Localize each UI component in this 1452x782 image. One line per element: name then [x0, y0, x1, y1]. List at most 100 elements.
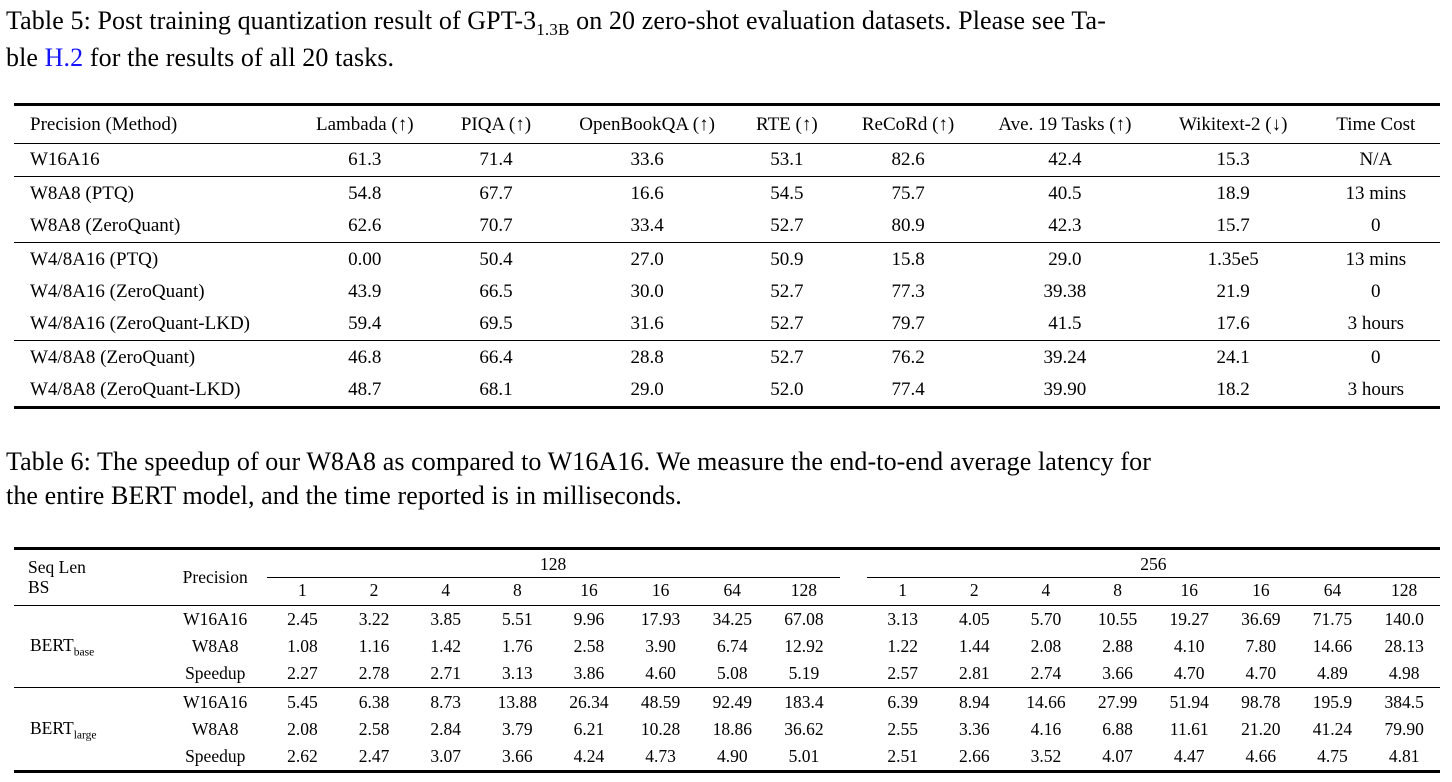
value-cell: 66.5	[479, 281, 513, 303]
table-row: W8A8 (ZeroQuant) 62.6 70.7 33.4 52.7 80.9 42.3…	[14, 210, 1440, 243]
value-cell: 50.4	[430, 242, 562, 277]
value-cell: 0	[1371, 281, 1381, 303]
value-cell: 42.4	[1048, 149, 1082, 171]
latency-cell: 3.66	[502, 745, 533, 766]
latency-cell: 2.71	[430, 662, 461, 683]
latency-cell: 6.74	[716, 635, 748, 656]
latency-cell: 79.90	[1384, 718, 1424, 739]
value-cell: 30.0	[630, 281, 664, 303]
latency-cell: 1.44	[958, 635, 990, 656]
value-cell: 42.3	[1048, 215, 1082, 237]
latency-cell: 183.4	[768, 686, 840, 716]
value-cell: 80.9	[891, 215, 925, 237]
latency-cell: 1.42	[430, 635, 461, 656]
value-cell: 18.9	[1154, 176, 1312, 211]
latency-cell: 4.05	[958, 608, 990, 629]
latency-cell: 67.08	[784, 608, 824, 629]
value-cell: 1.35e5	[1154, 242, 1312, 277]
method-cell: W4/8A16 (ZeroQuant-LKD)	[30, 313, 251, 335]
batch-size-header: 16	[553, 577, 625, 606]
column-header: Time Cost	[1311, 104, 1440, 145]
latency-cell: 19.27	[1169, 608, 1209, 629]
precision-cell: W8A8	[191, 718, 239, 739]
table-h2-reference-link[interactable]: H.2	[44, 43, 84, 73]
value-cell: 66.4	[430, 340, 562, 375]
value-cell: 52.0	[770, 379, 804, 401]
caption-text: the entire BERT model, and the time repo…	[6, 481, 682, 511]
value-cell: 71.4	[479, 149, 513, 171]
batch-size-header: 16	[1153, 577, 1226, 606]
table5-quantization-results: Precision (Method) Lambada (↑) PIQA (↑) Ope…	[14, 103, 1440, 410]
table5-head: Precision (Method) Lambada (↑) PIQA (↑) Ope…	[14, 104, 1440, 145]
column-header: PIQA (↑)	[430, 104, 562, 145]
latency-cell: 6.88	[1102, 718, 1133, 739]
latency-cell: 6.38	[338, 686, 410, 716]
latency-cell: 4.24	[573, 745, 605, 766]
model-name: BERT	[30, 717, 74, 738]
latency-cell: 10.55	[1097, 608, 1138, 629]
value-cell: 52.7	[732, 340, 842, 375]
batch-size-header: 1	[866, 577, 939, 606]
column-spacer	[839, 548, 867, 606]
latency-cell: 2.08	[287, 718, 318, 739]
latency-cell: 4.07	[1102, 745, 1133, 766]
latency-cell: 4.66	[1245, 745, 1277, 766]
batch-size-header: 4	[409, 577, 482, 606]
latency-cell: 4.10	[1173, 635, 1205, 656]
table-row: W4/8A16 (ZeroQuant-LKD) 59.4 69.5 31.6 52.7 7…	[14, 308, 1440, 341]
latency-cell: 2.45	[287, 608, 318, 629]
value-cell: 76.2	[841, 340, 976, 375]
latency-cell: 2.88	[1102, 635, 1133, 656]
latency-cell: 2.51	[887, 745, 918, 766]
latency-cell: 2.27	[287, 662, 318, 683]
latency-cell: 2.84	[430, 718, 461, 739]
latency-cell: 98.78	[1225, 686, 1297, 716]
latency-cell: 5.08	[716, 662, 748, 683]
latency-cell: 28.13	[1384, 635, 1424, 656]
latency-cell: 3.22	[358, 608, 390, 629]
batch-size-header: 16	[1225, 577, 1297, 606]
seqlen-256-group-header: 256	[866, 548, 1440, 578]
column-header: Precision (Method)	[14, 104, 300, 145]
latency-cell: 3.66	[1102, 662, 1133, 683]
latency-cell: 2.57	[887, 662, 918, 683]
table6-head: Seq Len BS Precision 128 256 1 2 4 8 16 16 64 1…	[14, 548, 1440, 606]
column-spacer	[839, 686, 867, 716]
latency-cell: 3.36	[958, 718, 990, 739]
caption-text: Table 6: The speedup of our W8A8 as comp…	[6, 447, 1151, 477]
table6-body: BERTbase W16A16 2.45 3.22 3.85 5.51 9.96 17.93 3…	[14, 605, 1440, 772]
latency-cell: 5.19	[788, 662, 820, 683]
table5-header-row: Precision (Method) Lambada (↑) PIQA (↑) Ope…	[14, 104, 1440, 145]
batch-size-header: 64	[696, 577, 769, 606]
column-header: OpenBookQA (↑)	[561, 104, 733, 145]
latency-cell: 1.16	[358, 635, 390, 656]
latency-cell: 17.93	[640, 608, 681, 629]
latency-cell: 8.73	[409, 686, 482, 716]
latency-cell: 36.62	[784, 718, 824, 739]
latency-cell: 5.70	[1030, 608, 1062, 629]
latency-cell: 2.78	[358, 662, 390, 683]
seqlen-128-group-header: 128	[266, 548, 840, 578]
bs-label: BS	[28, 577, 50, 598]
latency-cell: 4.90	[716, 745, 748, 766]
latency-cell: 2.66	[958, 745, 990, 766]
caption-text: on 20 zero-shot evaluation datasets. Ple…	[569, 6, 1106, 35]
latency-cell: 41.24	[1312, 718, 1353, 739]
table-row: W8A8 1.08 1.16 1.42 1.76 2.58 3.90 6.74 12.92 1.2…	[14, 633, 1440, 660]
latency-cell: 14.66	[1010, 686, 1082, 716]
latency-cell: 2.08	[1030, 635, 1062, 656]
value-cell: 0	[1311, 340, 1440, 375]
value-cell: 16.6	[561, 176, 733, 211]
column-spacer	[840, 633, 867, 660]
latency-cell: 11.61	[1169, 718, 1209, 739]
latency-cell: 384.5	[1368, 686, 1440, 716]
model-size-subscript: base	[73, 646, 95, 659]
latency-cell: 4.98	[1388, 662, 1420, 683]
precision-cell: Speedup	[185, 745, 246, 766]
value-cell: 31.6	[630, 313, 664, 335]
latency-cell: 71.75	[1312, 608, 1353, 629]
latency-cell: 13.88	[481, 686, 554, 716]
latency-cell: 4.60	[645, 662, 676, 683]
value-cell: 29.0	[975, 242, 1155, 277]
value-cell: 59.4	[348, 313, 382, 335]
